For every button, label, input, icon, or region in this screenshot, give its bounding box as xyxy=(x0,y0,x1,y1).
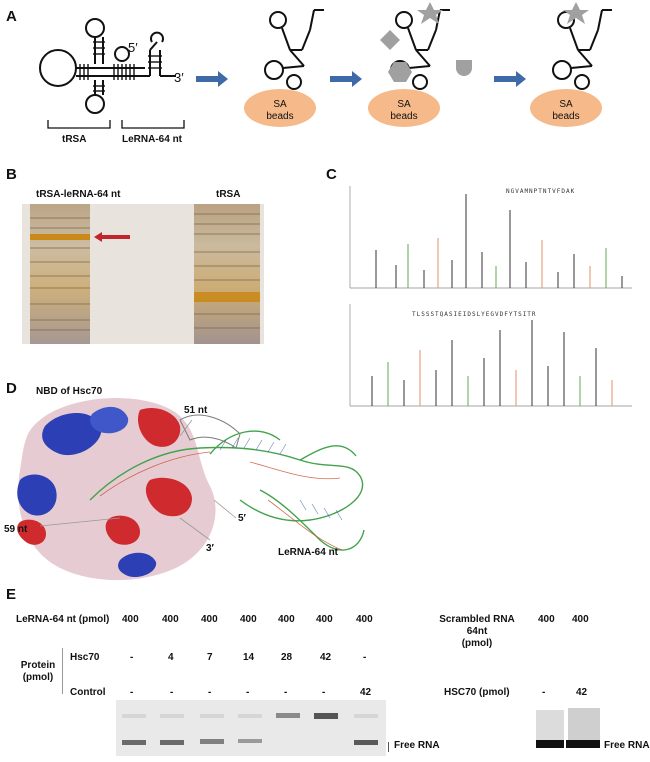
bead-label-3: SA beads xyxy=(552,99,580,122)
lerna-label-d: LeRNA-64 nt xyxy=(278,547,339,558)
lerna-val-7: 400 xyxy=(356,614,373,625)
trsa-structure xyxy=(39,18,176,114)
panel-d-letter: D xyxy=(6,380,17,397)
peptide-2: TLSSSTQASIEIDSLYEGVDFYTSITR xyxy=(412,311,537,318)
nbd-title: NBD of Hsc70 xyxy=(36,386,103,397)
red-arrow xyxy=(94,232,130,242)
emsa-gel-main xyxy=(116,700,386,756)
panel-e-letter: E xyxy=(6,586,17,603)
free-rna-bands xyxy=(122,739,378,745)
flow-arrows xyxy=(196,71,526,87)
label-51-nt: 51 nt xyxy=(184,405,208,416)
scrambled-val-1: 400 xyxy=(538,614,555,625)
hsc70-val-2: 4 xyxy=(168,652,174,663)
ms-spectra xyxy=(349,186,632,407)
protein-shapes xyxy=(380,2,589,82)
spectrum-1-peaks xyxy=(375,194,623,288)
label-5prime: 5′ xyxy=(128,40,138,55)
label-59-nt: 59 nt xyxy=(4,524,28,535)
lane-label-right: tRSA xyxy=(216,189,241,200)
hsc70-val-3: 7 xyxy=(207,652,213,663)
control-label: Control xyxy=(70,687,106,698)
protein-surface-structure xyxy=(17,398,365,581)
lerna-val-3: 400 xyxy=(201,614,218,625)
bead-label-2: SA beads xyxy=(390,99,418,122)
peptide-1: NGVAMNPTNTVFDAK xyxy=(506,188,576,195)
free-rna-label: Free RNA xyxy=(394,740,440,751)
protein-pmol-label: Protein (pmol) xyxy=(20,660,56,683)
control-val-5: - xyxy=(284,687,288,698)
sa-bead-1 xyxy=(244,89,316,127)
spectrum-2-peaks xyxy=(371,320,613,406)
sa-bead-2 xyxy=(368,89,440,127)
panel-a-diagram xyxy=(39,2,612,129)
free-rna-tick xyxy=(388,742,389,752)
hsc70-caps-val-1: - xyxy=(542,687,546,698)
control-val-4: - xyxy=(246,687,250,698)
control-val-1: - xyxy=(130,687,134,698)
free-rna-label-2: Free RNA xyxy=(604,740,650,751)
label-5prime-d: 5′ xyxy=(238,513,246,524)
control-val-3: - xyxy=(208,687,212,698)
lerna-val-2: 400 xyxy=(162,614,179,625)
label-3prime-d: 3′ xyxy=(206,543,214,554)
lane-label-left: tRSA-leRNA-64 nt xyxy=(36,189,121,200)
hsc70-val-4: 14 xyxy=(243,652,255,663)
bracket-label-trsa: tRSA xyxy=(62,134,87,145)
hsc70-caps-val-2: 42 xyxy=(576,687,588,698)
rna-cartoon xyxy=(89,430,365,551)
label-3prime: 3′ xyxy=(174,70,184,85)
hsc70-val-6: 42 xyxy=(320,652,332,663)
hsc70-val-7: - xyxy=(363,652,367,663)
control-val-2: - xyxy=(170,687,174,698)
hsc70-val-1: - xyxy=(130,652,134,663)
complex-bands xyxy=(276,713,338,719)
lerna-val-6: 400 xyxy=(316,614,333,625)
panel-c-letter: C xyxy=(326,166,337,183)
panel-a-letter: A xyxy=(6,8,17,25)
scrambled-rna-label: Scrambled RNA 64nt (pmol) xyxy=(439,614,515,649)
lerna-row-label: LeRNA-64 nt (pmol) xyxy=(16,614,110,625)
hsc70-val-5: 28 xyxy=(281,652,293,663)
control-val-7: 42 xyxy=(360,687,372,698)
control-val-6: - xyxy=(322,687,326,698)
sa-bead-3 xyxy=(530,89,602,127)
hsc70-caps-label: HSC70 (pmol) xyxy=(444,687,510,698)
brackets xyxy=(47,120,185,129)
lerna-val-4: 400 xyxy=(240,614,257,625)
gel-bands-right xyxy=(194,213,260,329)
protein-bracket-line xyxy=(62,648,63,694)
bracket-label-lerna: LeRNA-64 nt xyxy=(122,134,183,145)
lerna-val-5: 400 xyxy=(278,614,295,625)
hsc70-label: Hsc70 xyxy=(70,652,100,663)
lerna-val-1: 400 xyxy=(122,614,139,625)
panel-b-letter: B xyxy=(6,166,17,183)
bead-label-1: SA beads xyxy=(266,99,294,122)
silver-stain-gel xyxy=(22,204,264,344)
emsa-gel-scrambled xyxy=(536,708,600,748)
scrambled-val-2: 400 xyxy=(572,614,589,625)
gel-bands-left xyxy=(30,217,90,331)
